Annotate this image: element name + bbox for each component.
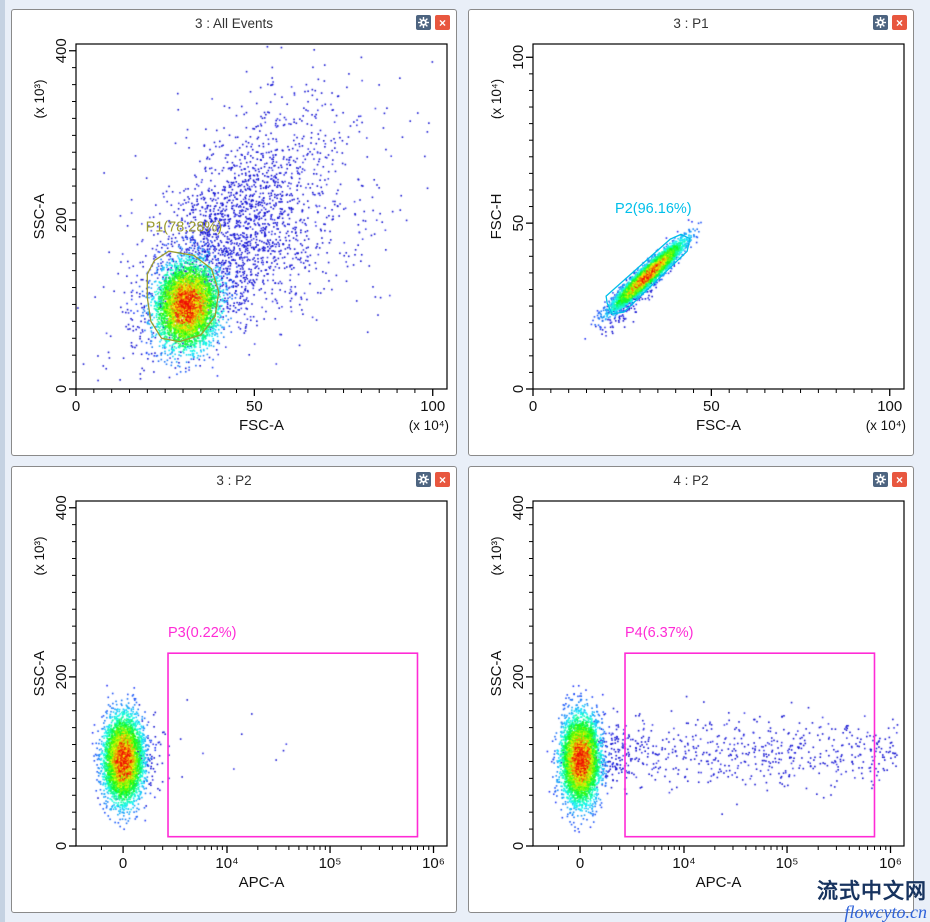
svg-text:100: 100 [420,398,445,415]
svg-text:100: 100 [510,45,527,70]
plot-grid: 3 : All Events × [11,9,914,913]
svg-text:(x 10⁴): (x 10⁴) [866,418,906,433]
svg-text:0: 0 [576,855,584,872]
panel-header: 3 : P1 × [469,10,913,36]
svg-text:SSC-A: SSC-A [488,651,505,697]
panel-title: 4 : P2 [673,473,709,488]
scatter-points-canvas [13,37,456,455]
plot-panel-3-p1: 3 : P1 × 0 50 100 0 [468,9,914,456]
scatter-plot-area[interactable]: 0 50 100 0 200 400 FSC-A (x 10⁴) SSC-A (x 10³) P1(… [13,37,456,455]
svg-text:P1(78.28%): P1(78.28%) [146,220,223,236]
svg-text:P2(96.16%): P2(96.16%) [615,201,692,217]
scatter-points-canvas [13,494,456,912]
svg-text:P4(6.37%): P4(6.37%) [625,625,694,641]
svg-text:FSC-H: FSC-H [488,194,505,240]
svg-text:10⁴: 10⁴ [215,855,238,872]
panel-close-button[interactable]: × [435,472,450,487]
svg-text:(x 10⁴): (x 10⁴) [409,418,449,433]
panel-icons: × [416,472,450,487]
svg-text:10⁴: 10⁴ [672,855,695,872]
svg-text:0: 0 [53,842,70,850]
svg-text:200: 200 [53,207,70,232]
svg-text:10⁶: 10⁶ [422,855,445,872]
svg-text:10⁵: 10⁵ [776,855,799,872]
panel-title: 3 : All Events [194,16,274,31]
svg-text:APC-A: APC-A [696,874,742,891]
window-edge-strip [0,0,5,922]
panel-close-button[interactable]: × [892,472,907,487]
panel-settings-button[interactable] [873,472,888,487]
panel-title: 3 : P1 [673,16,709,31]
gear-icon [875,17,886,28]
plot-axes-overlay: 0 50 100 0 200 400 FSC-A (x 10⁴) SSC-A (x 10³) P1(… [31,38,449,434]
scatter-plot-area[interactable]: 0 10⁴ 10⁵ 10⁶ 0 200 400 APC-A SSC-A (x 10³) P4(6.3… [470,494,913,912]
scatter-points-canvas [470,494,913,912]
plot-panel-3-all-events: 3 : All Events × [11,9,457,456]
svg-text:100: 100 [877,398,902,415]
panel-header: 4 : P2 × [469,467,913,493]
plot-axes-overlay: 0 50 100 0 50 100 FSC-A (x 10⁴) FSC-H (x 10⁴) P2(9… [488,43,906,434]
panel-header: 3 : All Events × [12,10,456,36]
svg-text:50: 50 [703,398,720,415]
scatter-plot-area[interactable]: 0 50 100 0 50 100 FSC-A (x 10⁴) FSC-H (x 10⁴) P2(9… [470,37,913,455]
plot-axes-overlay: 0 10⁴ 10⁵ 10⁶ 0 200 400 APC-A SSC-A (x 10³) P4(6.3… [488,495,905,891]
svg-text:APC-A: APC-A [239,874,285,891]
svg-text:400: 400 [510,495,527,520]
svg-text:P3(0.22%): P3(0.22%) [168,625,237,641]
watermark: 流式中文网 flowcyto.cn [817,879,927,922]
panel-settings-button[interactable] [873,15,888,30]
svg-text:200: 200 [53,664,70,689]
scatter-plot-area[interactable]: 0 10⁴ 10⁵ 10⁶ 0 200 400 APC-A SSC-A (x 10³) P3(0.2… [13,494,456,912]
watermark-site-url: flowcyto.cn [844,902,927,922]
panel-icons: × [873,472,907,487]
svg-text:0: 0 [510,385,527,393]
plot-axes-overlay: 0 10⁴ 10⁵ 10⁶ 0 200 400 APC-A SSC-A (x 10³) P3(0.2… [31,495,448,891]
svg-text:0: 0 [72,398,80,415]
gear-icon [875,474,886,485]
scatter-points-canvas [470,37,913,455]
plot-panel-3-p2: 3 : P2 × 0 10⁴ 10⁵ [11,466,457,913]
svg-text:0: 0 [510,842,527,850]
svg-text:10⁶: 10⁶ [879,855,902,872]
panel-close-button[interactable]: × [892,15,907,30]
svg-text:(x 10³): (x 10³) [32,79,47,118]
panel-icons: × [416,15,450,30]
svg-text:0: 0 [53,385,70,393]
panel-header: 3 : P2 × [12,467,456,493]
svg-text:FSC-A: FSC-A [239,417,284,434]
svg-text:(x 10³): (x 10³) [489,536,504,575]
gear-icon [418,474,429,485]
svg-text:SSC-A: SSC-A [31,651,48,697]
svg-text:200: 200 [510,664,527,689]
svg-text:400: 400 [53,38,70,63]
svg-text:(x 10⁴): (x 10⁴) [489,79,504,119]
svg-text:10⁵: 10⁵ [319,855,342,872]
svg-text:FSC-A: FSC-A [696,417,741,434]
svg-text:(x 10³): (x 10³) [32,536,47,575]
svg-text:50: 50 [510,215,527,232]
svg-text:0: 0 [529,398,537,415]
svg-text:SSC-A: SSC-A [31,194,48,240]
plot-panel-4-p2: 4 : P2 × 0 10⁴ 10⁵ [468,466,914,913]
svg-text:400: 400 [53,495,70,520]
svg-text:50: 50 [246,398,263,415]
panel-settings-button[interactable] [416,472,431,487]
panel-close-button[interactable]: × [435,15,450,30]
panel-icons: × [873,15,907,30]
panel-settings-button[interactable] [416,15,431,30]
panel-title: 3 : P2 [216,473,252,488]
close-icon: × [895,15,903,30]
svg-text:0: 0 [119,855,127,872]
watermark-site-name: 流式中文网 [817,879,927,903]
gear-icon [418,17,429,28]
close-icon: × [438,15,446,30]
close-icon: × [438,472,446,487]
close-icon: × [895,472,903,487]
